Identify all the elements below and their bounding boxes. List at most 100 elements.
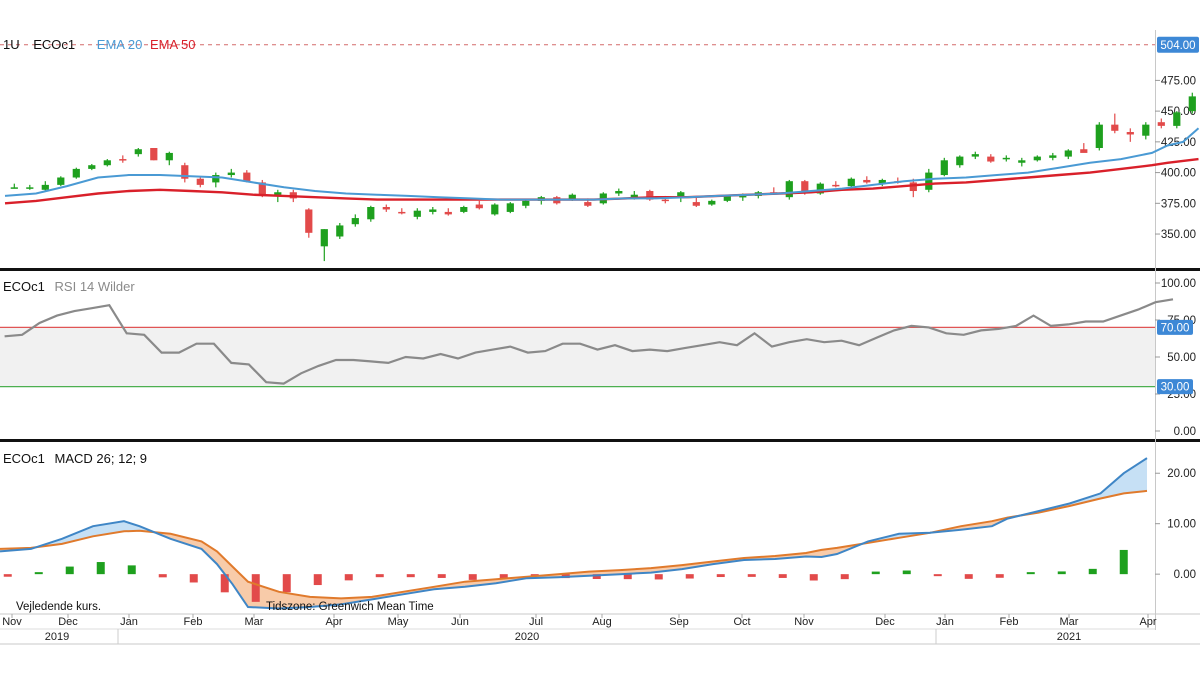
candle-body (1142, 124, 1150, 136)
histogram-bar (995, 574, 1004, 578)
candle-body (320, 229, 328, 247)
candle-body (615, 191, 623, 194)
histogram-bar (933, 574, 942, 577)
candle-body (429, 209, 437, 212)
rsi-symbol-label: ECOc1 (3, 279, 45, 294)
candle-body (1157, 122, 1165, 126)
candle-body (26, 187, 34, 189)
candle-body (522, 200, 530, 206)
year-label: 2021 (1057, 631, 1081, 643)
candle-body (971, 154, 979, 157)
candle-body (351, 218, 359, 225)
candle-body (181, 165, 189, 179)
candle-body (212, 175, 220, 183)
histogram-bar (871, 571, 880, 575)
candle-body (243, 172, 251, 182)
month-label: Apr (325, 616, 342, 628)
candle-body (382, 207, 390, 210)
macd-symbol-label: ECOc1 (3, 451, 45, 466)
candle-body (57, 177, 65, 185)
candle-body (398, 211, 406, 214)
rsi-tick-label: 50.00 (1167, 352, 1196, 364)
candle-body (832, 184, 840, 187)
macd-tick-label: 20.00 (1167, 468, 1196, 480)
candle-body (10, 187, 18, 189)
candle-body (475, 204, 483, 209)
rsi-tick-label: 100.00 (1161, 278, 1196, 290)
histogram-bar (1026, 572, 1035, 575)
candle-body (1080, 149, 1088, 153)
histogram-bar (406, 574, 415, 578)
histogram-bar (437, 574, 446, 578)
month-label: Dec (58, 616, 78, 628)
candle-body (491, 204, 499, 215)
histogram-bar (251, 574, 260, 602)
rsi-line (4, 298, 1174, 385)
histogram-bar (468, 574, 477, 580)
month-label: Dec (875, 616, 895, 628)
month-label: Jan (936, 616, 954, 628)
price-tick-label: 475.00 (1161, 75, 1196, 87)
candle-body (196, 178, 204, 185)
month-label: Jul (529, 616, 543, 628)
histogram-bar (840, 574, 849, 580)
candle-body (274, 192, 282, 195)
macd-axis: 20.00 10.00 0.00 (1155, 468, 1196, 581)
histogram-bar (1088, 568, 1097, 575)
candle-body (987, 156, 995, 162)
candle-body (1064, 150, 1072, 157)
histogram-bar (344, 574, 353, 581)
price-tick-label: 350.00 (1161, 229, 1196, 241)
macd-legend: MACD 26; 12; 9 (55, 451, 148, 466)
candle-body (723, 195, 731, 201)
candle-body (119, 159, 127, 161)
candle-body (72, 168, 80, 178)
candle-body (739, 195, 747, 198)
candle-body (909, 182, 917, 192)
histogram-bar (902, 570, 911, 575)
candle-body (1188, 96, 1196, 112)
candle-body (1002, 157, 1010, 160)
candle-body (134, 149, 142, 155)
candle-body (367, 207, 375, 220)
histogram-bar (158, 574, 167, 578)
candle-body (165, 152, 173, 161)
histogram-bar (375, 574, 384, 578)
candle-body (925, 172, 933, 190)
ema20-line (4, 127, 1200, 201)
panel-borders (0, 30, 1200, 645)
svg-text:ECOc1 RSI 14 Wilder: ECOc1 RSI 14 Wilder (3, 279, 135, 294)
macd-tick-label: 0.00 (1174, 569, 1196, 581)
candle-body (1111, 124, 1119, 131)
macd-fill-below (0, 515, 1020, 609)
month-label: Sep (669, 616, 689, 628)
histogram-bar (964, 574, 973, 579)
candle-body (863, 179, 871, 183)
candle-body (940, 160, 948, 176)
histogram-bar (313, 574, 322, 586)
histogram-bar (778, 574, 787, 578)
rsi-legend: RSI 14 Wilder (55, 279, 136, 294)
last-price-value: 504.00 (1160, 40, 1195, 52)
candle-body (444, 211, 452, 215)
candle-body (41, 184, 49, 190)
month-label: Nov (794, 616, 814, 628)
svg-text:ECOc1 MACD 26; 12; 9: ECOc1 MACD 26; 12; 9 (3, 451, 147, 466)
month-label: Oct (733, 616, 750, 628)
month-label: Apr (1139, 616, 1156, 628)
month-label: Nov (2, 616, 22, 628)
candle-body (801, 181, 809, 194)
histogram-bar (127, 565, 136, 575)
candle-body (150, 148, 158, 161)
histogram-bar (1119, 549, 1128, 575)
candle-body (661, 199, 669, 202)
month-label: Jan (120, 616, 138, 628)
macd-histogram (3, 549, 1128, 602)
candle-body (708, 200, 716, 205)
candle-body (1033, 156, 1041, 161)
month-label: May (388, 616, 409, 628)
macd-panel: 20.00 10.00 0.00 ECOc1 MACD 26; 12; 9 Vejl… (0, 451, 1196, 613)
